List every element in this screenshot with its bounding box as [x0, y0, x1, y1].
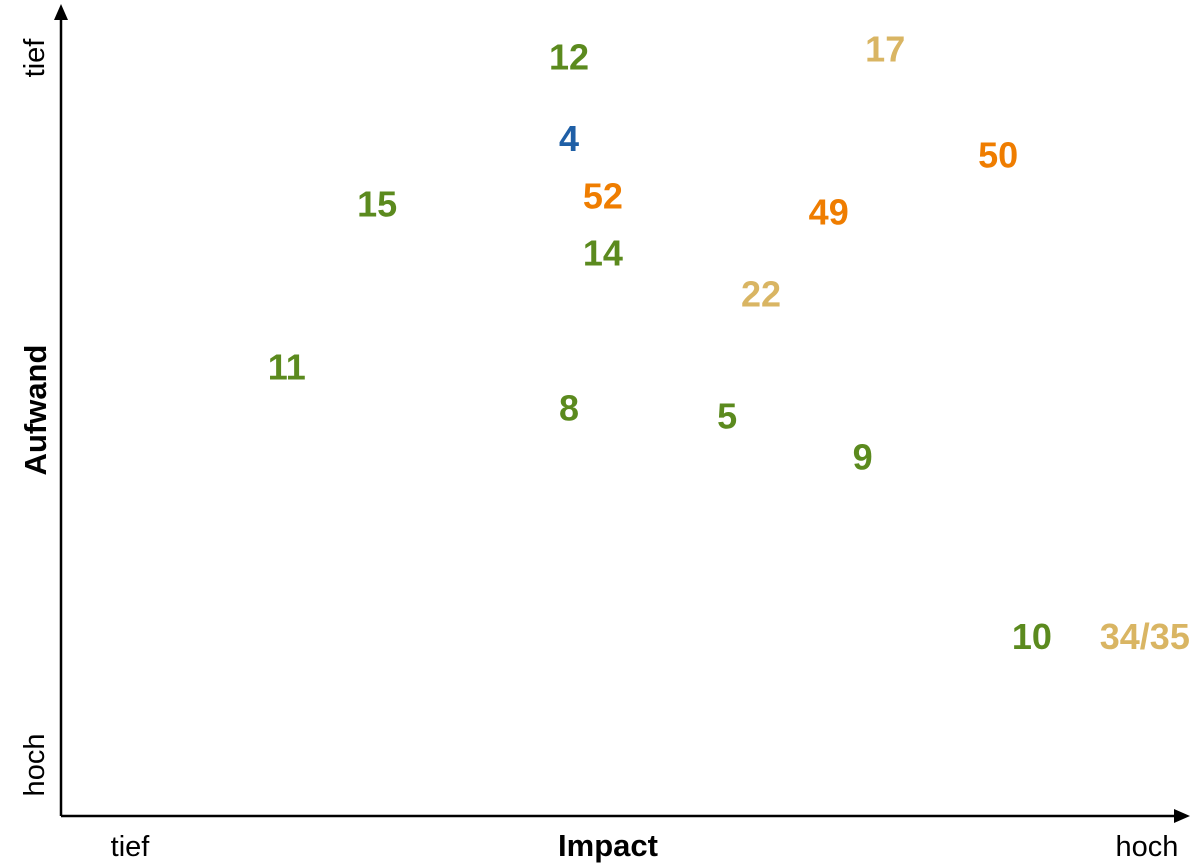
point-label: 5: [717, 396, 737, 437]
point-label: 52: [583, 175, 623, 216]
x-tick-high: hoch: [1116, 831, 1179, 863]
point-label: 49: [809, 192, 849, 233]
data-points: 12 17 4 50 15 52 49 14 22 11 8 5 9 10 34/35: [268, 29, 1190, 658]
point-label: 50: [978, 135, 1018, 176]
point-label: 4: [559, 118, 579, 159]
point-label: 14: [583, 233, 623, 274]
y-axis-arrow: [54, 4, 68, 20]
y-axis-title: Aufwand: [18, 345, 53, 476]
point-label: 9: [853, 437, 873, 478]
x-axis-title: Impact: [558, 828, 658, 863]
point-label: 17: [865, 29, 905, 70]
x-tick-low: tief: [111, 831, 151, 863]
point-label: 11: [268, 347, 306, 388]
point-label: 22: [741, 273, 781, 314]
axes: [54, 4, 1190, 823]
y-tick-high: hoch: [19, 734, 51, 797]
point-label: 15: [357, 184, 397, 225]
point-label: 12: [549, 37, 589, 78]
y-tick-low: tief: [19, 38, 51, 78]
point-label: 8: [559, 388, 579, 429]
x-axis-arrow: [1174, 809, 1190, 823]
point-label: 34/35: [1100, 616, 1190, 657]
point-label: 10: [1012, 616, 1052, 657]
